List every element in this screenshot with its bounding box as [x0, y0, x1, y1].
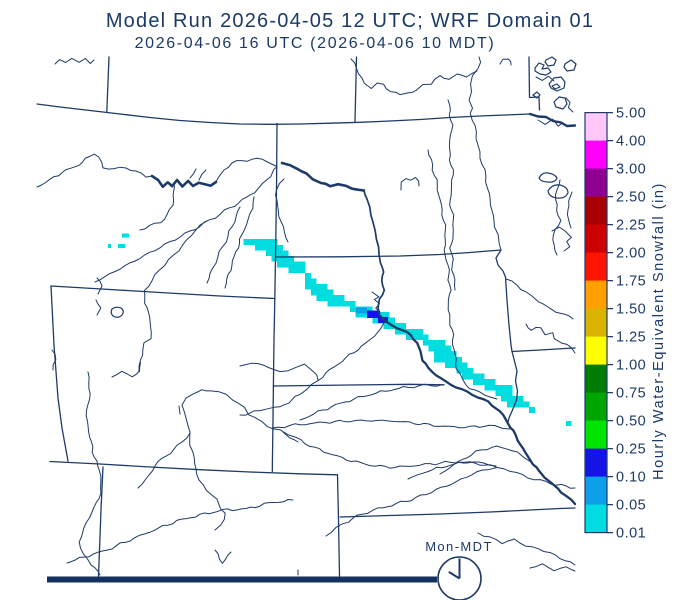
svg-text:Hourly Water-Equivalent Snowfa: Hourly Water-Equivalent Snowfall (in)	[651, 182, 667, 480]
svg-text:1.75: 1.75	[616, 274, 646, 290]
svg-text:1.50: 1.50	[616, 302, 646, 318]
svg-text:2.25: 2.25	[616, 218, 646, 234]
svg-text:0.50: 0.50	[616, 414, 646, 430]
svg-text:0.10: 0.10	[616, 470, 646, 486]
svg-text:2.50: 2.50	[616, 190, 646, 206]
svg-text:0.25: 0.25	[616, 442, 646, 458]
svg-text:2026-04-06 16 UTC (2026-04-06: 2026-04-06 16 UTC (2026-04-06 10 MDT)	[135, 35, 496, 52]
svg-text:2.00: 2.00	[616, 246, 646, 262]
svg-text:0.01: 0.01	[616, 526, 646, 542]
svg-text:0.05: 0.05	[616, 498, 646, 514]
svg-text:1.25: 1.25	[616, 330, 646, 346]
svg-text:0.75: 0.75	[616, 386, 646, 402]
svg-text:3.00: 3.00	[616, 162, 646, 178]
svg-text:Mon-MDT: Mon-MDT	[425, 539, 493, 554]
svg-text:4.00: 4.00	[616, 134, 646, 150]
svg-text:5.00: 5.00	[616, 106, 646, 122]
svg-text:Model Run 2026-04-05 12 UTC; W: Model Run 2026-04-05 12 UTC; WRF Domain …	[106, 10, 594, 32]
svg-text:1.00: 1.00	[616, 358, 646, 374]
